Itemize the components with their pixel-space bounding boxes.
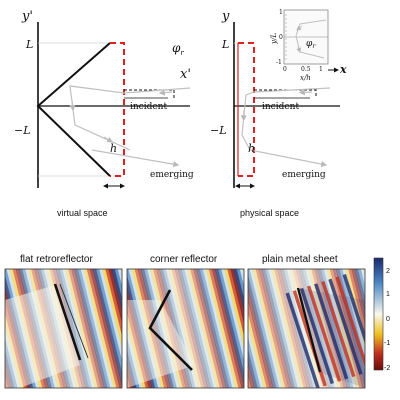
colorbar-tick-1: 1 bbox=[386, 291, 390, 298]
inset-x-tick-0: 0 bbox=[283, 66, 287, 73]
physical-space-diagram: y L −L incident h emerging physical spac… bbox=[210, 9, 347, 218]
physical-emerging-label: emerging bbox=[282, 170, 326, 180]
panel-3-title: plain metal sheet bbox=[262, 254, 338, 265]
virtual-ray-emerging bbox=[91, 149, 180, 168]
virtual-v-reflector bbox=[36, 42, 111, 177]
inset-x-label: x/h bbox=[300, 74, 311, 82]
physical-ray-emerging bbox=[249, 149, 328, 168]
physical-ray-incident bbox=[241, 87, 331, 151]
physical-L-label: L bbox=[221, 38, 229, 51]
inset-phi-label: φr bbox=[306, 39, 316, 50]
colorbar-tick-neg1: -1 bbox=[384, 340, 390, 347]
virtual-negL-label: −L bbox=[14, 124, 31, 137]
physical-y-label: y bbox=[221, 9, 230, 24]
colorbar-tick-neg2: -2 bbox=[384, 365, 390, 372]
physical-incident-label: incident bbox=[262, 102, 299, 112]
panel-1-title: flat retroreflector bbox=[20, 254, 93, 265]
colorbar-tick-0: 0 bbox=[386, 316, 390, 323]
panel-2-title: corner reflector bbox=[150, 254, 218, 265]
virtual-phi-label: φr bbox=[172, 41, 184, 57]
physical-negL-label: −L bbox=[210, 124, 227, 137]
panel-plain-metal-sheet bbox=[248, 269, 365, 388]
virtual-incident-label: incident bbox=[130, 102, 167, 112]
virtual-mirror-box bbox=[110, 42, 125, 177]
colorbar: 2 1 0 -1 -2 bbox=[373, 257, 390, 372]
physical-incident-box bbox=[254, 89, 317, 98]
inset-y-tick-top: 1 bbox=[279, 9, 283, 16]
virtual-incident-box bbox=[124, 89, 175, 98]
physical-mirror-box bbox=[238, 42, 255, 177]
inset-plot: x y/L φr 1 0 -1 0 0.5 1 x/h bbox=[270, 9, 347, 82]
virtual-h-label: h bbox=[110, 142, 117, 155]
virtual-L-label: L bbox=[25, 38, 33, 51]
physical-h-label: h bbox=[248, 142, 255, 155]
panel-corner-reflector bbox=[127, 269, 244, 388]
virtual-x-label: x' bbox=[180, 67, 191, 82]
virtual-ray-incident bbox=[69, 85, 191, 151]
virtual-y-label: y' bbox=[21, 9, 33, 24]
colorbar-tick-2: 2 bbox=[386, 268, 390, 275]
inset-x-tick-1: 1 bbox=[319, 66, 323, 73]
inset-x-axis-label: x bbox=[339, 63, 347, 76]
inset-y-tick-bottom: -1 bbox=[276, 59, 282, 66]
virtual-space-diagram: y' x' L −L φr incident h emerging virtua… bbox=[14, 9, 194, 218]
inset-x-tick-05: 0.5 bbox=[301, 66, 311, 73]
virtual-caption: virtual space bbox=[57, 208, 108, 218]
virtual-emerging-label: emerging bbox=[150, 170, 194, 180]
panel-flat-retroreflector bbox=[5, 269, 122, 388]
inset-y-tick-mid: 0 bbox=[279, 34, 283, 41]
physical-caption: physical space bbox=[240, 208, 299, 218]
inset-y-label: y/L bbox=[270, 33, 278, 45]
